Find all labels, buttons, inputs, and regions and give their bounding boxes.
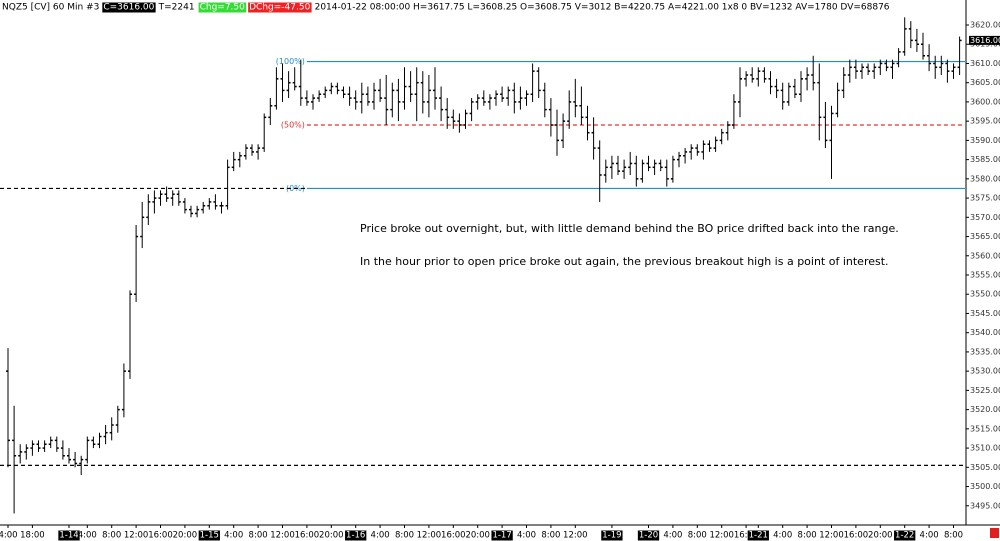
header-field: 2014-01-22 08:00:00 H=3617.75 L=3608.25 … — [315, 3, 890, 13]
x-tick-label: 4:00 — [920, 531, 939, 541]
annotation: In the hour prior to open price broke ou… — [360, 255, 889, 268]
y-tick-label: 3575.00 — [970, 194, 1000, 203]
x-tick-label: 4:00 — [517, 531, 536, 541]
annotation: Price broke out overnight, but, with lit… — [360, 222, 899, 235]
label-bg — [601, 530, 623, 541]
y-tick-label: 3500.00 — [970, 482, 1000, 491]
x-tick-label: 18:00 — [20, 531, 45, 541]
label-bg — [102, 2, 156, 13]
header-field: Chg=7.50 — [200, 3, 246, 13]
last-price-label: 3616.00 — [970, 36, 1000, 45]
header-field: NQZ5 [CV] 60 Min #3 — [2, 3, 99, 13]
x-tick-label: 4:00 — [371, 531, 390, 541]
y-tick-label: 3605.00 — [970, 78, 1000, 87]
label-bg — [198, 2, 247, 13]
y-tick-label: 3570.00 — [970, 213, 1000, 222]
x-tick-label: 20:00 — [868, 531, 893, 541]
x-tick-label: 4:00 — [773, 531, 792, 541]
y-tick-label: 3520.00 — [970, 405, 1000, 414]
x-tick-label: 8:00 — [102, 531, 121, 541]
label-bg — [969, 35, 1000, 45]
header-field: DChg=-47.50 — [249, 3, 310, 13]
x-tick-label: 8:00 — [249, 531, 268, 541]
status-indicator — [990, 528, 999, 538]
label-bg — [747, 530, 769, 541]
label-bg — [491, 530, 513, 541]
x-tick-label: 12:00 — [270, 531, 295, 541]
x-tick-label: 8:00 — [541, 531, 560, 541]
x-tick-label: 16:00 — [295, 531, 320, 541]
label-bg — [58, 530, 80, 541]
y-tick-label: 3510.00 — [970, 444, 1000, 453]
y-tick-label: 3590.00 — [970, 136, 1000, 145]
x-tick-label: 8:00 — [395, 531, 414, 541]
label-bg — [248, 2, 312, 13]
x-tick-label: 12:00 — [563, 531, 588, 541]
level-label: (100%) — [276, 57, 305, 66]
x-tick-label: 8:00 — [798, 531, 817, 541]
y-tick-label: 3600.00 — [970, 97, 1000, 106]
label-bg — [637, 530, 660, 541]
x-tick-label: 16:00 — [734, 531, 759, 541]
y-tick-label: 3580.00 — [970, 174, 1000, 183]
y-tick-label: 3610.00 — [970, 59, 1000, 68]
y-tick-label: 3540.00 — [970, 328, 1000, 337]
label-bg — [894, 530, 916, 541]
y-tick-label: 3565.00 — [970, 232, 1000, 241]
x-tick-label: 16:00 — [844, 531, 869, 541]
header-field: T=2241 — [158, 3, 195, 13]
x-tick-label: 8:00 — [944, 531, 963, 541]
x-tick-label: 12:00 — [819, 531, 844, 541]
y-tick-label: 3550.00 — [970, 290, 1000, 299]
x-tick-label: 4:00 — [78, 531, 97, 541]
x-tick-label: 8:00 — [688, 531, 707, 541]
y-tick-label: 3595.00 — [970, 117, 1000, 126]
x-tick-label: 4:00 — [224, 531, 243, 541]
x-tick-label: 1-16 — [346, 531, 365, 541]
x-tick-label: 1-19 — [602, 531, 621, 541]
y-tick-label: 3560.00 — [970, 251, 1000, 260]
x-tick-label: 20:00 — [319, 531, 344, 541]
y-tick-label: 3555.00 — [970, 271, 1000, 280]
y-tick-label: 3525.00 — [970, 386, 1000, 395]
y-tick-label: 3495.00 — [970, 501, 1000, 510]
x-tick-label: 1-22 — [895, 531, 914, 541]
x-tick-label: 12:00 — [417, 531, 442, 541]
y-tick-label: 3535.00 — [970, 347, 1000, 356]
y-tick-label: 3620.00 — [970, 21, 1000, 30]
x-tick-label: 1-15 — [200, 531, 219, 541]
x-tick-label: 20:00 — [173, 531, 198, 541]
x-tick-label: 4:00 — [663, 531, 682, 541]
x-tick-label: 16:00 — [148, 531, 173, 541]
y-tick-label: 3585.00 — [970, 155, 1000, 164]
x-tick-label: 1-21 — [749, 531, 768, 541]
label-bg — [198, 530, 220, 541]
x-tick-label: 12:00 — [124, 531, 149, 541]
level-label: (50%) — [281, 121, 305, 130]
x-tick-label: 16:00 — [441, 531, 466, 541]
y-tick-label: 3545.00 — [970, 309, 1000, 318]
label-bg — [345, 530, 367, 541]
header-field: C=3616.00 — [103, 3, 154, 13]
y-tick-label: 3505.00 — [970, 463, 1000, 472]
x-tick-label: 20:00 — [465, 531, 490, 541]
y-tick-label: 3515.00 — [970, 424, 1000, 433]
x-tick-label: 1-14 — [59, 531, 78, 541]
x-tick-label: 4:00 — [0, 531, 18, 541]
x-tick-label: 1-20 — [639, 531, 658, 541]
x-tick-label: 1-17 — [492, 531, 511, 541]
x-tick-label: 12:00 — [709, 531, 734, 541]
y-tick-label: 3530.00 — [970, 367, 1000, 376]
